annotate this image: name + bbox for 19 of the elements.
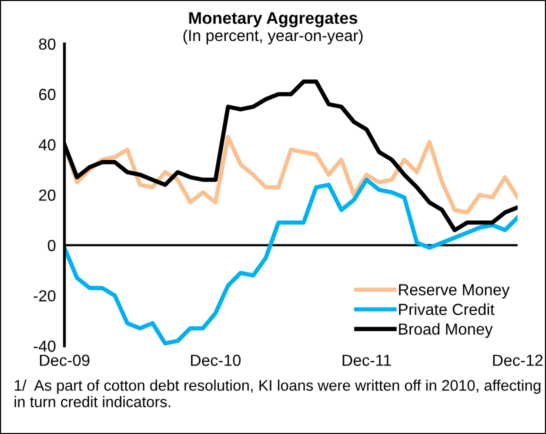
x-tick-label: Dec-11 [342,354,391,366]
chart-subtitle: (In percent, year-on-year) [183,29,363,44]
x-tick-label: Dec-12 [493,354,543,366]
legend-label: Reserve Money [399,284,510,299]
legend-label: Broad Money [399,323,493,338]
x-tick-label: Dec-10 [191,354,241,366]
y-tick-label: -20 [34,290,56,302]
y-tick-label: 40 [38,139,56,150]
y-tick-label: 20 [39,190,56,201]
y-tick-label: 0 [48,240,56,252]
text: 1/ As part of cotton debt resolution, KI loans were written off in 2010, affecting in turn credit indicators. [14,380,540,408]
legend-label: Private Credit [399,303,494,316]
line-series [64,178,518,346]
y-tick-label: 80 [39,38,56,50]
x-tick-label: Dec-09 [40,354,90,366]
line-series [64,134,518,215]
y-tick-label: 60 [39,88,56,100]
y-tick-label: -40 [34,340,56,352]
chart-title: Monetary Aggregates [189,12,358,28]
